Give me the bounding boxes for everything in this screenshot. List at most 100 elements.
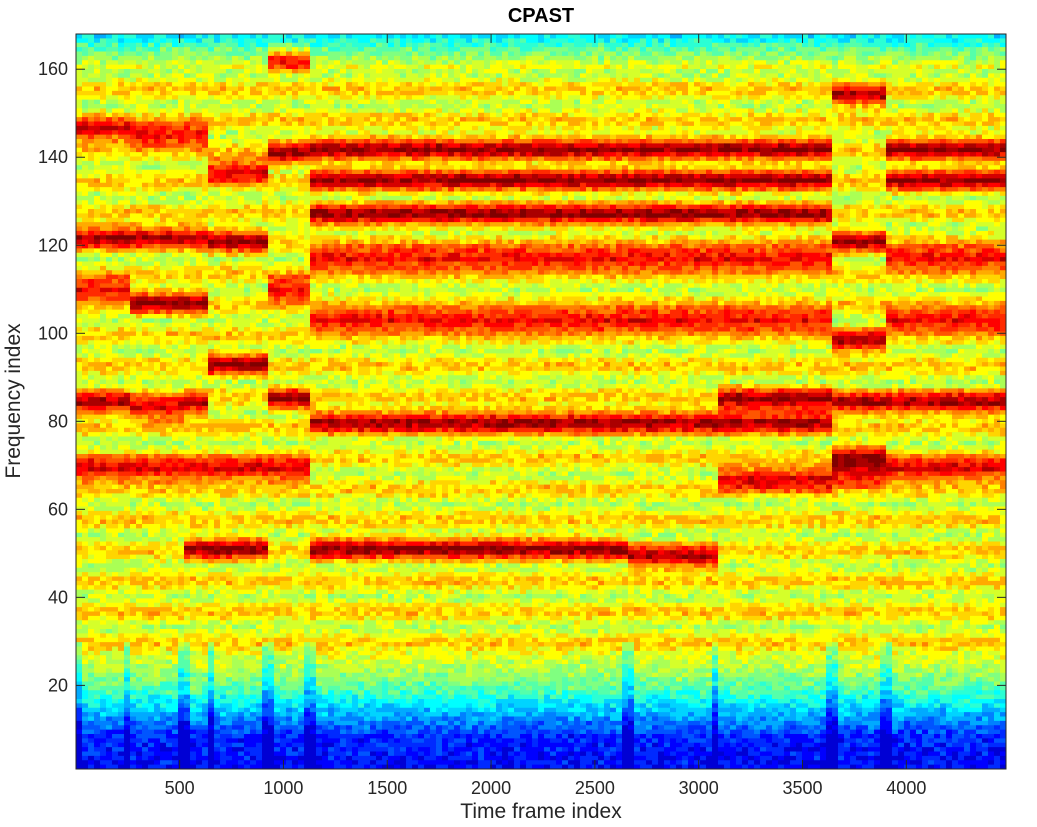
heatmap-cell [232,99,257,105]
heatmap-cell [844,82,851,87]
heatmap-cell [604,174,611,179]
heatmap-cell [112,112,119,118]
heatmap-cell [322,191,329,197]
heatmap-cell [814,191,821,197]
heatmap-cell [676,134,683,140]
heatmap-cell [622,174,629,179]
heatmap-cell [310,209,329,214]
heatmap-cell [394,55,401,61]
heatmap-cell [508,209,515,214]
heatmap-cell [334,82,347,87]
heatmap-cell [94,86,101,92]
heatmap-cell [100,108,107,114]
heatmap-cell [850,69,857,74]
heatmap-cell [250,42,257,48]
heatmap-cell [328,195,335,201]
heatmap-cell [268,204,281,210]
heatmap-cell [526,69,533,74]
heatmap-cell [730,160,743,166]
heatmap-cell [286,152,293,157]
heatmap-cell [766,77,773,83]
heatmap-cell [994,139,1001,144]
heatmap-cell [790,130,797,136]
heatmap-cell [604,143,611,149]
heatmap-cell [202,209,215,214]
heatmap-cell [286,226,299,232]
heatmap-cell [424,82,431,87]
heatmap-cell [76,178,95,184]
heatmap-cell [184,82,191,87]
heatmap-cell [172,226,185,232]
heatmap-cell [238,195,245,201]
heatmap-cell [376,38,395,44]
heatmap-cell [418,222,431,227]
heatmap-cell [466,51,479,57]
heatmap-cell [562,108,575,114]
heatmap-cell [472,90,479,96]
heatmap-cell [946,73,953,79]
heatmap-cell [598,147,611,153]
heatmap-cell [298,182,311,188]
heatmap-cell [610,38,617,44]
heatmap-cell [646,230,659,236]
heatmap-cell [544,209,557,214]
heatmap-cell [298,165,305,171]
heatmap-cell [172,108,185,114]
heatmap-cell [826,209,833,214]
heatmap-cell [922,117,935,122]
heatmap-cell [958,209,965,214]
heatmap-cell [430,191,437,197]
heatmap-cell [784,152,791,157]
heatmap-cell [256,47,263,52]
heatmap-cell [370,42,377,48]
heatmap-cell [622,152,629,157]
heatmap-cell [232,82,239,87]
heatmap-cell [262,178,269,184]
heatmap-cell [790,235,797,241]
heatmap-cell [562,152,569,157]
heatmap-cell [694,104,707,109]
heatmap-cell [130,104,137,109]
heatmap-cell [766,108,773,114]
heatmap-cell [712,73,719,79]
heatmap-cell [202,187,209,192]
heatmap-cell [634,204,641,210]
heatmap-cell [844,112,851,118]
heatmap-cell [544,182,551,188]
heatmap-cell [340,169,347,175]
heatmap-cell [610,160,617,166]
heatmap-cell [820,112,827,118]
heatmap-cell [244,47,251,52]
heatmap-cell [604,156,611,162]
heatmap-cell [316,121,323,127]
heatmap-cell [514,165,527,171]
heatmap-cell [904,174,911,179]
heatmap-cell [382,34,389,39]
heatmap-cell [718,112,725,118]
heatmap-cell [268,147,275,153]
heatmap-cell [484,156,491,162]
heatmap-cell [964,95,971,101]
heatmap-cell [538,222,545,227]
heatmap-cell [772,99,779,105]
heatmap-cell [310,51,329,57]
heatmap-cell [592,108,599,114]
heatmap-cell [682,156,695,162]
heatmap-cell [532,69,539,74]
heatmap-cell [748,230,755,236]
heatmap-cell [472,152,479,157]
heatmap-cell [910,160,917,166]
heatmap-cell [544,187,557,192]
heatmap-cell [958,47,965,52]
heatmap-cell [484,108,491,114]
heatmap-cell [226,217,233,223]
heatmap-cell [838,60,845,66]
heatmap-cell [862,169,869,175]
heatmap-cell [688,213,695,219]
heatmap-cell [154,156,161,162]
heatmap-cell [844,147,851,153]
heatmap-cell [340,178,347,184]
heatmap-cell [634,117,641,122]
heatmap-cell [322,204,329,210]
heatmap-cell [868,117,875,122]
